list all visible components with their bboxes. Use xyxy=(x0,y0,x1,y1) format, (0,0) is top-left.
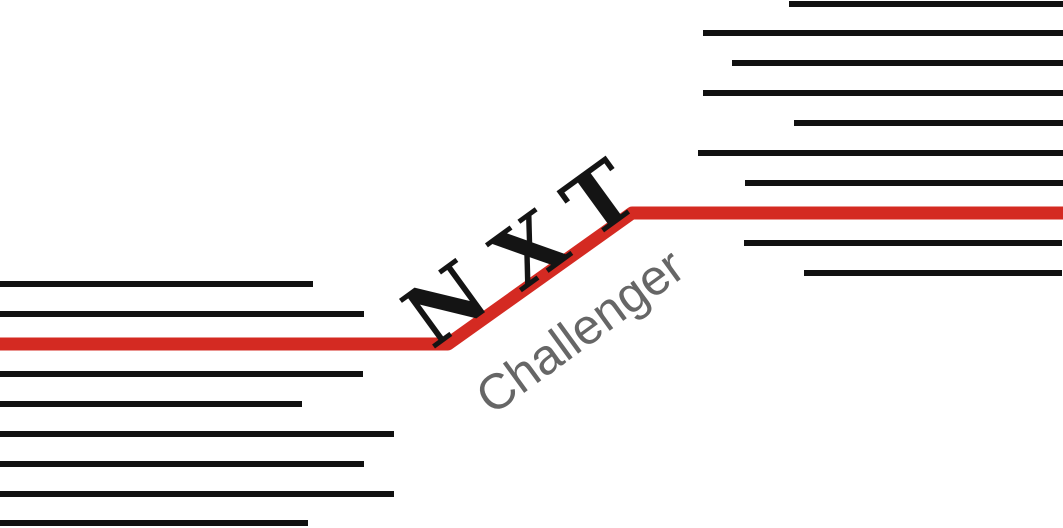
right-stripe xyxy=(789,1,1063,7)
left-stripe xyxy=(0,371,363,377)
left-stripe xyxy=(0,311,364,317)
left-stripe xyxy=(0,491,394,497)
right-stripe xyxy=(804,270,1062,276)
left-stripe xyxy=(0,431,394,437)
left-stripe xyxy=(0,520,308,526)
right-stripe xyxy=(732,60,1063,66)
right-stripe xyxy=(745,180,1063,186)
red-connector-line xyxy=(0,206,1063,351)
left-stripe xyxy=(0,461,364,467)
right-stripe xyxy=(703,90,1063,96)
right-stripe xyxy=(794,120,1063,126)
left-stripe xyxy=(0,401,302,407)
right-stripe xyxy=(703,30,1063,36)
right-stripe xyxy=(744,240,1062,246)
left-stripe xyxy=(0,281,313,287)
right-stripes xyxy=(698,1,1063,276)
right-stripe xyxy=(698,150,1063,156)
left-stripes xyxy=(0,281,394,526)
